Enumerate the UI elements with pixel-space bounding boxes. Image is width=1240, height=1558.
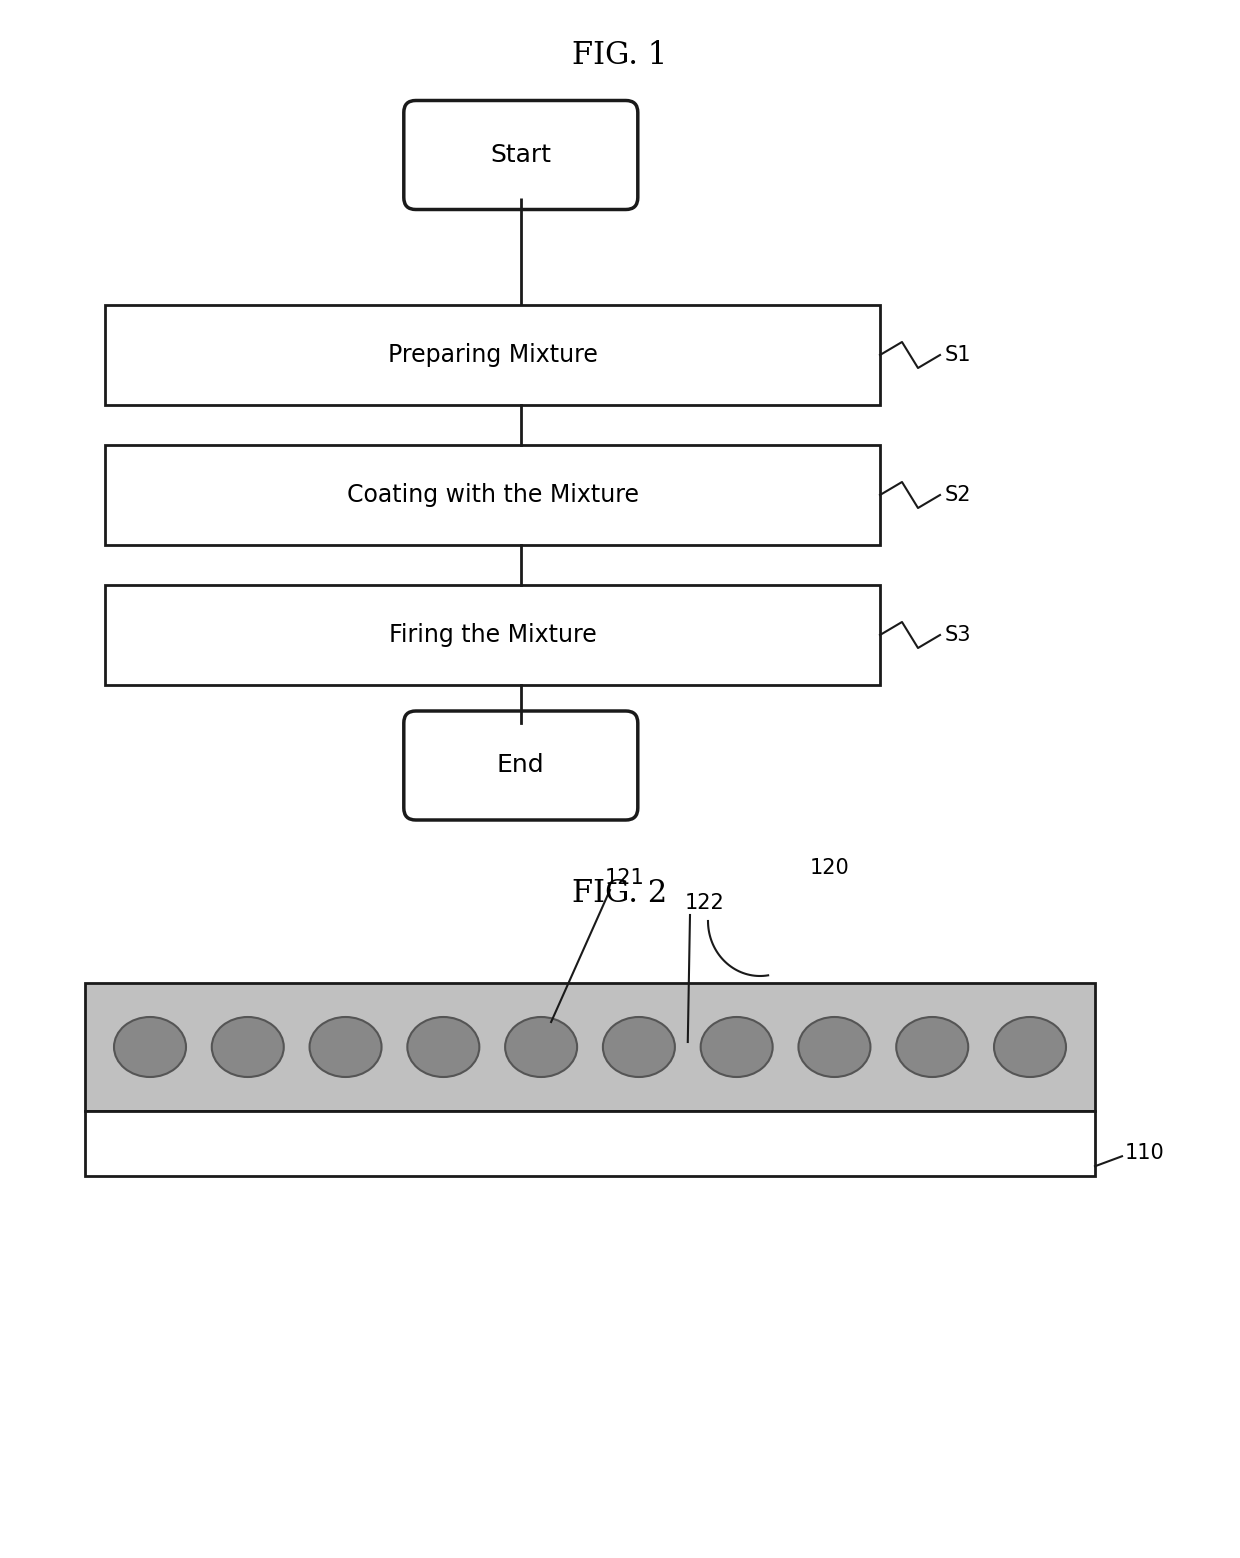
Ellipse shape xyxy=(603,1017,675,1077)
FancyBboxPatch shape xyxy=(404,101,637,209)
Ellipse shape xyxy=(897,1017,968,1077)
Text: 122: 122 xyxy=(684,893,724,913)
Bar xyxy=(86,983,1095,1111)
Ellipse shape xyxy=(994,1017,1066,1077)
FancyBboxPatch shape xyxy=(404,710,637,820)
Text: Start: Start xyxy=(490,143,552,167)
Text: FIG. 1: FIG. 1 xyxy=(573,39,667,70)
Text: FIG. 2: FIG. 2 xyxy=(573,877,667,908)
Text: Firing the Mixture: Firing the Mixture xyxy=(388,623,596,647)
Ellipse shape xyxy=(310,1017,382,1077)
Ellipse shape xyxy=(114,1017,186,1077)
Ellipse shape xyxy=(212,1017,284,1077)
Text: Coating with the Mixture: Coating with the Mixture xyxy=(346,483,639,506)
Text: 110: 110 xyxy=(1125,1144,1164,1164)
Text: End: End xyxy=(497,754,544,777)
Ellipse shape xyxy=(407,1017,480,1077)
Text: S2: S2 xyxy=(945,485,971,505)
Text: S1: S1 xyxy=(945,344,971,365)
Bar xyxy=(86,1111,1095,1176)
Bar xyxy=(105,584,880,686)
Bar xyxy=(105,446,880,545)
Ellipse shape xyxy=(799,1017,870,1077)
Text: 120: 120 xyxy=(810,858,849,879)
Text: Preparing Mixture: Preparing Mixture xyxy=(388,343,598,368)
Text: 121: 121 xyxy=(605,868,645,888)
Bar xyxy=(105,305,880,405)
Ellipse shape xyxy=(505,1017,577,1077)
Text: S3: S3 xyxy=(945,625,971,645)
Ellipse shape xyxy=(701,1017,773,1077)
